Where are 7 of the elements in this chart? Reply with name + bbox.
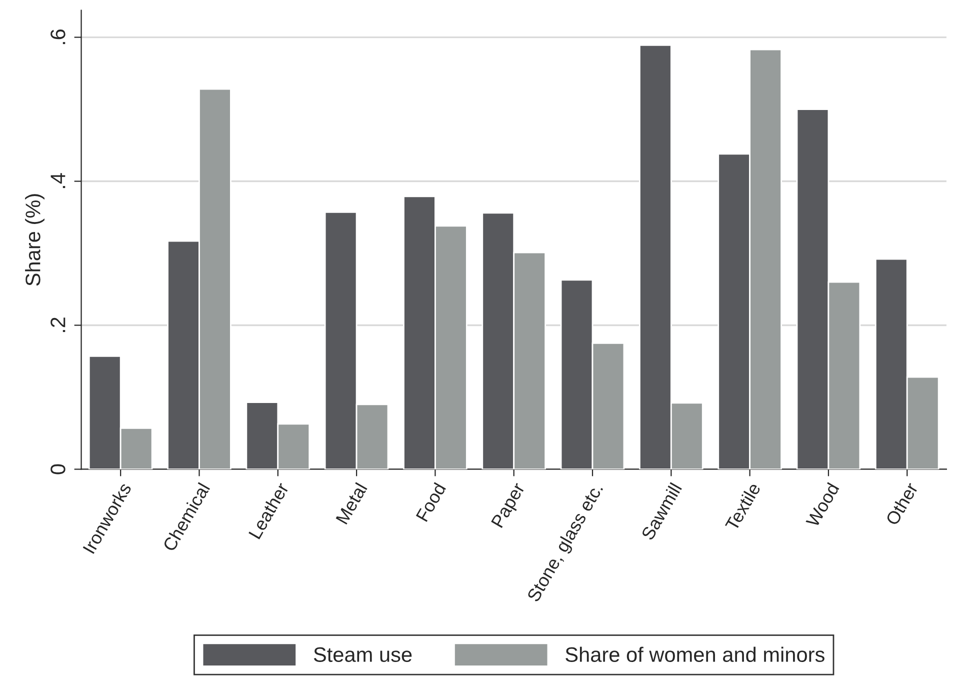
y-tick-label: .2 <box>50 318 66 332</box>
y-tick-label: 0 <box>50 464 66 474</box>
y-tick-label: .6 <box>50 30 66 44</box>
y-tick-label: .4 <box>50 173 66 188</box>
legend-label: Steam use <box>314 647 412 662</box>
legend-label: Share of women and minors <box>566 646 824 662</box>
y-axis-title: Share (%) <box>25 194 44 286</box>
